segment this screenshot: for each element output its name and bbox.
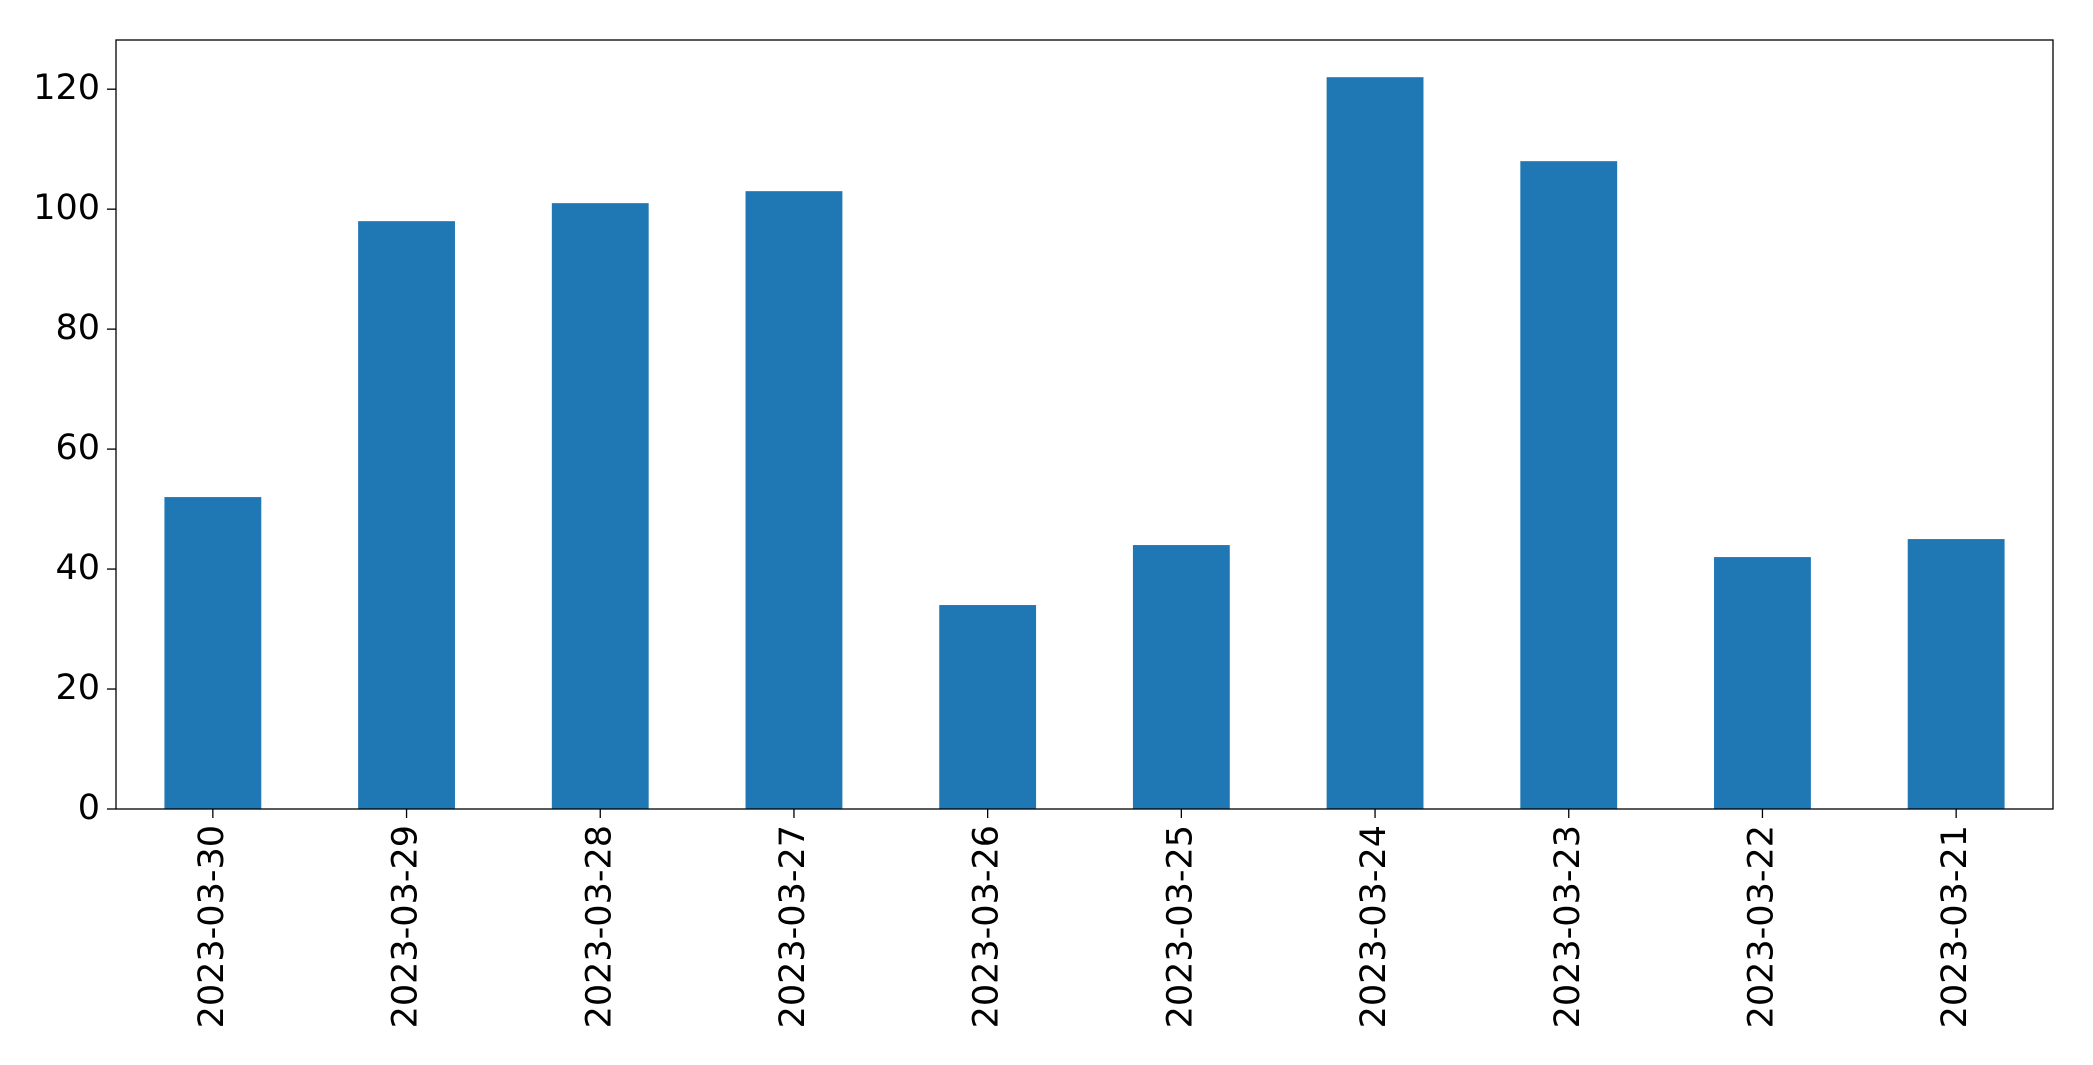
bar	[745, 191, 843, 809]
bar	[1326, 77, 1424, 810]
bar	[164, 497, 262, 809]
x-tick-label: 2023-03-24	[1354, 825, 1394, 1028]
bar	[939, 605, 1037, 809]
bar	[1132, 545, 1230, 809]
y-tick-label: 60	[55, 428, 100, 468]
bar	[1907, 539, 2005, 809]
x-tick-label: 2023-03-30	[192, 825, 232, 1028]
bar	[1520, 161, 1618, 810]
x-tick-label: 2023-03-28	[579, 825, 619, 1028]
bar	[358, 221, 455, 809]
x-tick-label: 2023-03-22	[1741, 825, 1781, 1028]
x-tick-label: 2023-03-27	[773, 825, 813, 1028]
plot-frame	[115, 39, 2054, 810]
y-tick-label: 0	[78, 788, 100, 828]
x-tick-label: 2023-03-21	[1935, 825, 1975, 1028]
bar	[551, 203, 649, 809]
y-tick-label: 80	[55, 308, 100, 348]
x-tick-label: 2023-03-23	[1548, 825, 1588, 1028]
x-tick-label: 2023-03-29	[386, 825, 426, 1028]
x-tick-label: 2023-03-26	[967, 825, 1007, 1028]
y-tick-label: 120	[33, 68, 100, 108]
x-tick-label: 2023-03-25	[1160, 825, 1200, 1028]
y-tick-label: 20	[55, 668, 100, 708]
y-tick-label: 100	[33, 188, 100, 228]
bar	[1714, 557, 1811, 809]
y-tick-label: 40	[55, 548, 100, 588]
